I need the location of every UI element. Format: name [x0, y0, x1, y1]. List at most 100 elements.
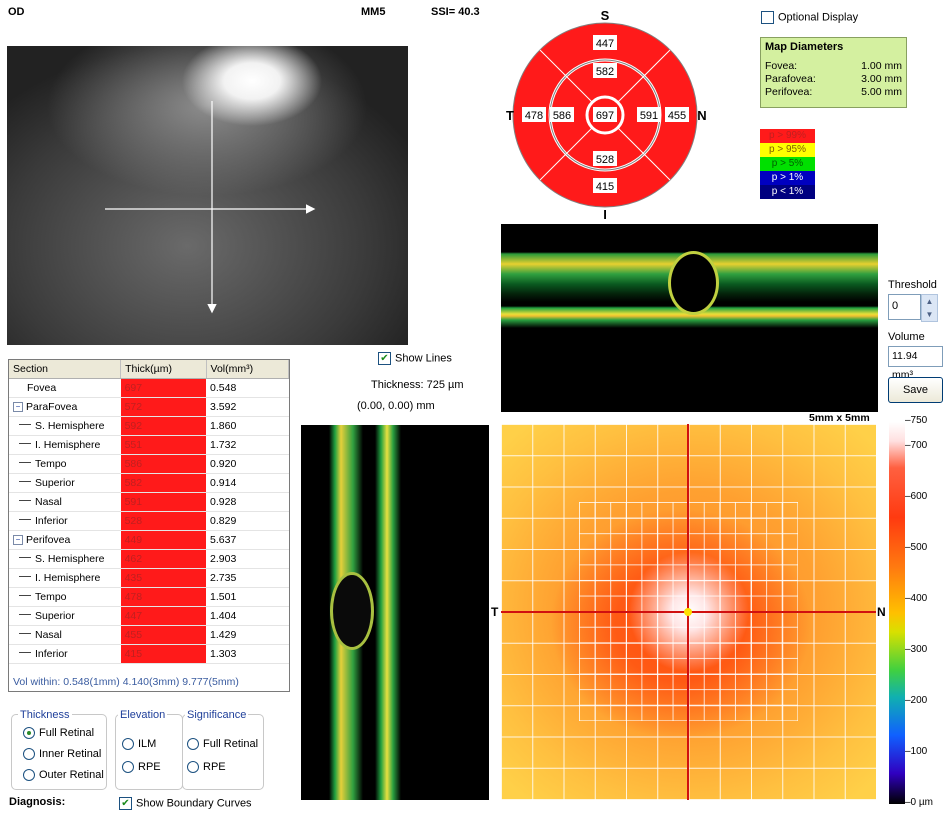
etdrs-outer-i: 415	[596, 181, 614, 193]
elevation-option[interactable]: ILM	[122, 738, 161, 761]
map-diameter-row: Parafovea: 3.00 mm	[761, 73, 906, 86]
etdrs-dir-i: I	[603, 207, 607, 220]
etdrs-dir-s: S	[601, 8, 610, 23]
section-name-cell: Tempo	[9, 587, 121, 607]
thickness-cell: 592	[120, 416, 207, 436]
table-row[interactable]: Nasal 455 1.429	[9, 625, 289, 645]
volume-cell: 0.920	[206, 454, 289, 474]
table-row[interactable]: Superior 447 1.404	[9, 606, 289, 626]
fundus-image[interactable]	[7, 46, 408, 345]
table-row[interactable]: Superior 582 0.914	[9, 473, 289, 493]
thickness-cell: 551	[120, 435, 207, 455]
thickness-colorbar	[889, 422, 905, 804]
tree-connector	[19, 462, 31, 464]
significance-group-title: Significance	[185, 709, 249, 721]
table-row[interactable]: Tempo 478 1.501	[9, 587, 289, 607]
colorbar-tick: –700	[905, 440, 928, 452]
elevation-option[interactable]: RPE	[122, 761, 161, 784]
thickness-cell: 697	[120, 378, 207, 398]
thickness-cell: 449	[120, 530, 207, 550]
table-row[interactable]: − ParaFovea 572 3.592	[9, 397, 289, 417]
table-row[interactable]: Nasal 591 0.928	[9, 492, 289, 512]
thickness-option[interactable]: Full Retinal	[23, 727, 104, 748]
show-lines-checkbox[interactable]: ✔ Show Lines	[378, 352, 452, 365]
volume-cell: 0.928	[206, 492, 289, 512]
map-diameter-label: Fovea:	[765, 60, 798, 72]
section-name-cell: − ParaFovea	[9, 397, 121, 417]
threshold-input[interactable]: 0	[888, 294, 921, 320]
etdrs-dir-n: N	[697, 108, 706, 123]
table-row[interactable]: I. Hemisphere 435 2.735	[9, 568, 289, 588]
tree-connector	[19, 633, 31, 635]
ssi-label: SSI= 40.3	[431, 6, 480, 18]
col-header-section[interactable]: Section	[9, 360, 122, 379]
table-row[interactable]: Inferior 415 1.303	[9, 644, 289, 664]
horizontal-bscan[interactable]	[501, 224, 878, 412]
show-boundary-curves-checkbox[interactable]: ✔ Show Boundary Curves	[119, 797, 252, 810]
section-name: Nasal	[35, 496, 62, 508]
table-row[interactable]: Fovea 697 0.548	[9, 378, 289, 398]
map-diameter-row: Perifovea: 5.00 mm	[761, 86, 906, 99]
volume-cell: 3.592	[206, 397, 289, 417]
spin-down-icon[interactable]: ▼	[925, 310, 934, 319]
map-diameter-value: 3.00 mm	[861, 73, 902, 85]
tree-connector	[19, 424, 31, 426]
etdrs-outer-n: 455	[668, 110, 686, 122]
colorbar-tick: –750	[905, 415, 928, 426]
significance-option[interactable]: Full Retinal	[187, 738, 258, 761]
col-header-vol[interactable]: Vol(mm³)	[206, 360, 290, 379]
legend-item: p > 99%	[760, 129, 815, 143]
map-diameters-panel: Map Diameters Fovea: 1.00 mm Parafovea: 3.0…	[760, 37, 907, 108]
significance-option[interactable]: RPE	[187, 761, 258, 784]
etdrs-center: 697	[596, 110, 614, 122]
section-name-cell: S. Hemisphere	[9, 549, 121, 569]
volume-cell: 1.404	[206, 606, 289, 626]
table-row[interactable]: Tempo 586 0.920	[9, 454, 289, 474]
thickness-cell: 462	[120, 549, 207, 569]
option-label: RPE	[138, 761, 161, 773]
section-name-cell: Superior	[9, 606, 121, 626]
map-diameter-label: Perifovea:	[765, 86, 813, 98]
collapse-icon[interactable]: −	[13, 535, 23, 546]
checkbox-icon	[761, 11, 774, 24]
volume-cell: 1.303	[206, 644, 289, 664]
save-button[interactable]: Save	[888, 377, 943, 403]
thickness-option[interactable]: Outer Retinal	[23, 769, 104, 790]
threshold-spinner[interactable]: ▲ ▼	[921, 294, 938, 322]
spin-up-icon[interactable]: ▲	[925, 297, 934, 306]
volume-cell: 0.914	[206, 473, 289, 493]
thickness-cell: 435	[120, 568, 207, 588]
vertical-bscan[interactable]	[301, 425, 489, 800]
col-header-thick[interactable]: Thick(µm)	[120, 360, 207, 379]
section-name-cell: Inferior	[9, 644, 121, 664]
table-row[interactable]: S. Hemisphere 592 1.860	[9, 416, 289, 436]
checkbox-icon: ✔	[119, 797, 132, 810]
legend-item: p > 5%	[760, 157, 815, 171]
table-row[interactable]: I. Hemisphere 551 1.732	[9, 435, 289, 455]
table-row[interactable]: S. Hemisphere 462 2.903	[9, 549, 289, 569]
thickness-option[interactable]: Inner Retinal	[23, 748, 104, 769]
section-name-cell: Fovea	[9, 378, 121, 398]
thickness-map[interactable]	[501, 424, 876, 800]
section-name: I. Hemisphere	[35, 439, 101, 451]
scan-mode-label: MM5	[361, 6, 386, 18]
colorbar-tick: –500	[905, 542, 928, 554]
tree-connector	[19, 576, 31, 578]
volume-label: Volume	[888, 331, 925, 343]
table-row[interactable]: Inferior 528 0.829	[9, 511, 289, 531]
colorbar-tick: –600	[905, 491, 928, 503]
tree-connector	[19, 652, 31, 654]
map-diameter-row: Fovea: 1.00 mm	[761, 60, 906, 73]
section-name-cell: Inferior	[9, 511, 121, 531]
option-label: Full Retinal	[39, 727, 95, 739]
tree-connector	[19, 519, 31, 521]
table-row[interactable]: − Perifovea 449 5.637	[9, 530, 289, 550]
map-diameter-value: 1.00 mm	[861, 60, 902, 72]
tree-connector	[19, 595, 31, 597]
volume-cell: 2.903	[206, 549, 289, 569]
optional-display-checkbox[interactable]: Optional Display	[761, 11, 858, 24]
collapse-icon[interactable]: −	[13, 402, 23, 413]
section-name-cell: Superior	[9, 473, 121, 493]
section-name: S. Hemisphere	[35, 553, 105, 565]
thickness-cell: 586	[120, 454, 207, 474]
